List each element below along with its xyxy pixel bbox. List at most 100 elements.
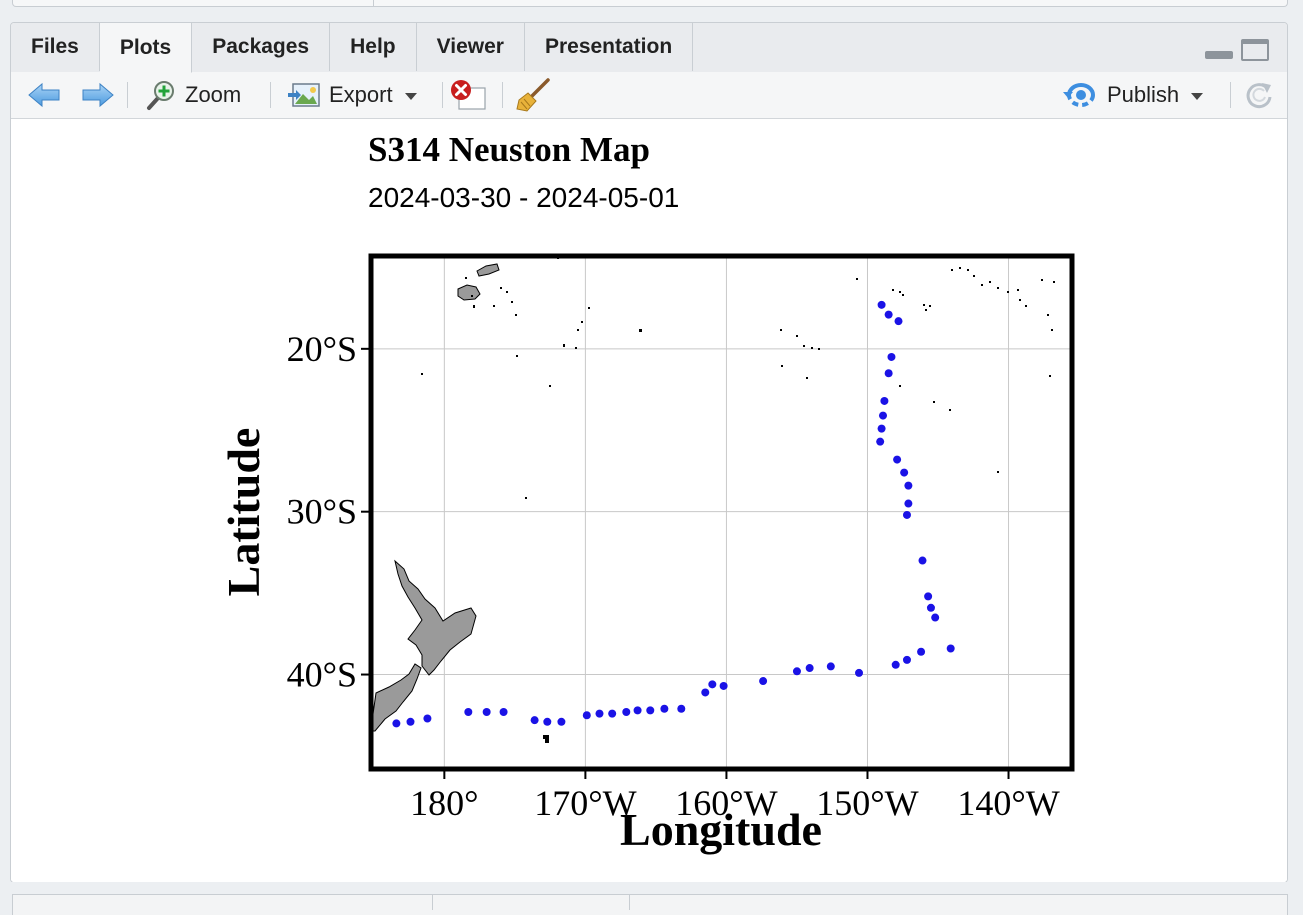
pane-window-controls: [1205, 39, 1269, 61]
chevron-down-icon: [1191, 92, 1204, 100]
clear-all-plots-button[interactable]: [515, 72, 551, 118]
export-image-icon: [288, 83, 320, 107]
minimize-pane-button[interactable]: [1205, 39, 1233, 61]
station-point: [918, 556, 927, 565]
publish-menu-button[interactable]: Publish: [1063, 72, 1204, 118]
next-plot-button[interactable]: [81, 72, 115, 118]
tab-packages[interactable]: Packages: [192, 23, 331, 71]
new-zealand-north-island: [394, 559, 477, 676]
station-point: [931, 613, 940, 622]
station-point: [423, 714, 432, 723]
station-point: [900, 468, 909, 477]
y-tick-label: 20°S: [287, 329, 357, 369]
station-point: [877, 424, 886, 433]
maximize-pane-button[interactable]: [1241, 39, 1269, 61]
station-point: [530, 716, 539, 725]
station-point: [406, 717, 415, 726]
station-point: [887, 352, 896, 361]
map-frame: [368, 253, 1075, 772]
y-axis-ticks: 20°S 30°S 40°S: [287, 329, 369, 695]
chart-title: S314 Neuston Map: [368, 130, 650, 169]
zoom-button[interactable]: Zoom: [145, 72, 241, 118]
station-point: [595, 709, 604, 718]
tab-files[interactable]: Files: [11, 23, 100, 71]
station-point: [946, 644, 955, 653]
station-point: [924, 592, 933, 601]
remove-plot-button[interactable]: [449, 72, 491, 118]
station-point: [464, 708, 473, 716]
export-menu-button[interactable]: Export: [287, 72, 417, 118]
y-tick-label: 40°S: [287, 655, 357, 695]
station-point: [893, 455, 902, 464]
station-point: [880, 396, 889, 405]
previous-plot-button[interactable]: [27, 72, 61, 118]
station-point: [759, 677, 768, 686]
x-tick-label: 180°: [410, 783, 478, 823]
small-islands: [421, 257, 1055, 743]
lower-pane-edge: [0, 882, 1303, 915]
zoom-label: Zoom: [185, 82, 242, 107]
station-point: [876, 437, 885, 446]
station-point: [884, 369, 893, 378]
station-point: [622, 708, 631, 716]
station-point: [894, 317, 903, 326]
y-axis-label: Latitude: [218, 428, 269, 597]
station-point: [805, 664, 814, 673]
station-point: [557, 717, 566, 726]
x-tick-label: 160°W: [675, 783, 777, 823]
publish-label: Publish: [1107, 82, 1180, 107]
sampling-stations: [392, 300, 955, 728]
station-point: [904, 499, 913, 508]
pane-tab-bar: Files Plots Packages Help Viewer Present…: [11, 23, 1287, 73]
station-point: [677, 704, 686, 713]
neuston-map-chart: S314 Neuston Map 2024-03-30 - 2024-05-01: [218, 130, 1075, 855]
chevron-down-icon: [404, 92, 417, 100]
station-point: [660, 704, 669, 713]
station-point: [482, 708, 491, 716]
refresh-plot-button[interactable]: [1243, 72, 1275, 118]
refresh-icon: [1246, 83, 1272, 109]
station-point: [392, 719, 401, 728]
tab-viewer[interactable]: Viewer: [417, 23, 525, 71]
station-point: [904, 481, 913, 490]
new-zealand-south-island: [372, 663, 422, 732]
publish-icon: [1063, 83, 1095, 107]
tab-help[interactable]: Help: [330, 23, 417, 71]
station-point: [855, 668, 864, 677]
plots-pane: Files Plots Packages Help Viewer Present…: [10, 22, 1288, 883]
fiji-islands: [457, 263, 500, 301]
station-point: [499, 708, 508, 716]
x-tick-label: 150°W: [816, 783, 918, 823]
upper-pane-edge: [0, 0, 1303, 22]
station-point: [719, 681, 728, 690]
tab-presentation[interactable]: Presentation: [525, 23, 694, 71]
arrow-right-icon: [82, 82, 114, 108]
station-point: [877, 300, 886, 309]
station-point: [884, 310, 893, 319]
plot-viewer: S314 Neuston Map 2024-03-30 - 2024-05-01: [11, 119, 1287, 882]
tab-list: Files Plots Packages Help Viewer Present…: [11, 23, 694, 73]
chart-subtitle: 2024-03-30 - 2024-05-01: [368, 182, 679, 213]
map-gridlines: [371, 256, 1072, 769]
x-tick-label: 170°W: [534, 783, 636, 823]
land-masses: [372, 257, 1055, 743]
station-point: [582, 711, 591, 720]
tab-plots[interactable]: Plots: [99, 23, 193, 73]
plots-toolbar: Zoom Export: [11, 72, 1287, 119]
station-point: [902, 655, 911, 664]
zoom-icon: [147, 81, 174, 110]
station-point: [708, 680, 717, 689]
station-point: [902, 510, 911, 519]
station-point: [917, 647, 926, 656]
broom-icon: [516, 78, 550, 112]
remove-plot-icon: [451, 80, 486, 110]
x-axis-label: Longitude: [620, 804, 822, 855]
station-point: [646, 706, 655, 715]
station-point: [792, 667, 801, 676]
station-point: [608, 709, 617, 718]
station-point: [826, 662, 835, 671]
station-point: [926, 603, 935, 612]
station-point: [701, 688, 710, 697]
station-point: [633, 706, 642, 715]
station-point: [543, 717, 552, 726]
